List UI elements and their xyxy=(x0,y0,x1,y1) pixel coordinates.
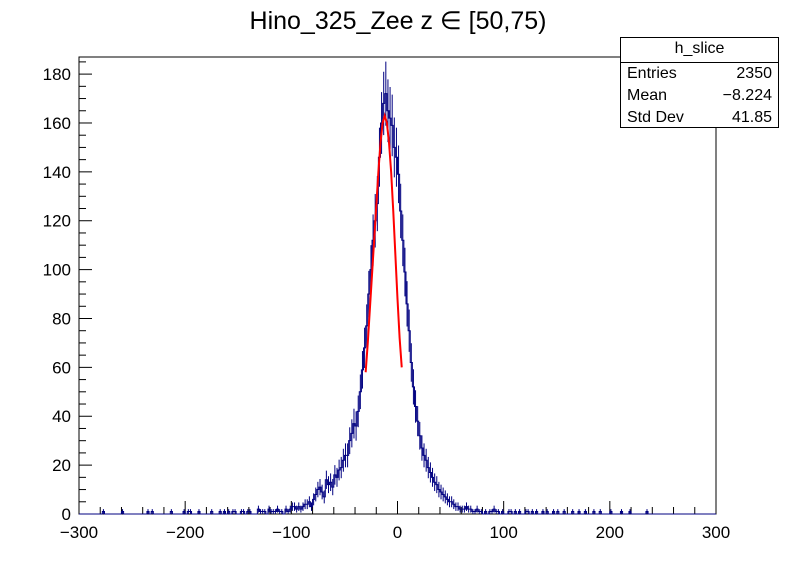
x-tick-label: 100 xyxy=(489,523,517,542)
y-tick-label: 80 xyxy=(52,309,71,328)
stats-value: −8.224 xyxy=(722,87,772,104)
x-tick-label: −100 xyxy=(272,523,310,542)
x-axis: −300 −200 −100 0 100 200 300 xyxy=(60,501,730,542)
y-tick-label: 60 xyxy=(52,358,71,377)
x-tick-label: 200 xyxy=(596,523,624,542)
y-tick-label: 120 xyxy=(43,212,71,231)
stats-row-entries: Entries 2350 xyxy=(621,63,778,85)
stats-row-stddev: Std Dev 41.85 xyxy=(621,107,778,129)
stats-label: Mean xyxy=(627,87,668,104)
stats-value: 41.85 xyxy=(731,109,772,126)
x-tick-label: −300 xyxy=(60,523,98,542)
error-bars xyxy=(102,61,648,514)
y-tick-label: 0 xyxy=(62,505,71,524)
fit-curve xyxy=(364,112,403,373)
y-tick-label: 20 xyxy=(52,456,71,475)
stats-value: 2350 xyxy=(736,65,772,82)
y-tick-label: 140 xyxy=(43,163,71,182)
histogram-series xyxy=(79,93,716,515)
x-tick-label: 300 xyxy=(702,523,730,542)
chart-title: Hino_325_Zee z ∈ [50,75) xyxy=(249,7,547,35)
y-tick-label: 160 xyxy=(43,114,71,133)
y-tick-label: 40 xyxy=(52,407,71,426)
stats-box: h_slice Entries 2350 Mean −8.224 Std Dev… xyxy=(620,37,779,128)
y-axis: 0 20 40 60 80 100 120 140 160 180 xyxy=(43,61,92,524)
stats-label: Std Dev xyxy=(627,109,684,126)
stats-row-mean: Mean −8.224 xyxy=(621,85,778,107)
stats-label: Entries xyxy=(627,65,677,82)
x-tick-label: 0 xyxy=(393,523,402,542)
x-tick-label: −200 xyxy=(166,523,204,542)
y-tick-label: 100 xyxy=(43,261,71,280)
stats-title: h_slice xyxy=(621,38,778,63)
y-tick-label: 180 xyxy=(43,65,71,84)
